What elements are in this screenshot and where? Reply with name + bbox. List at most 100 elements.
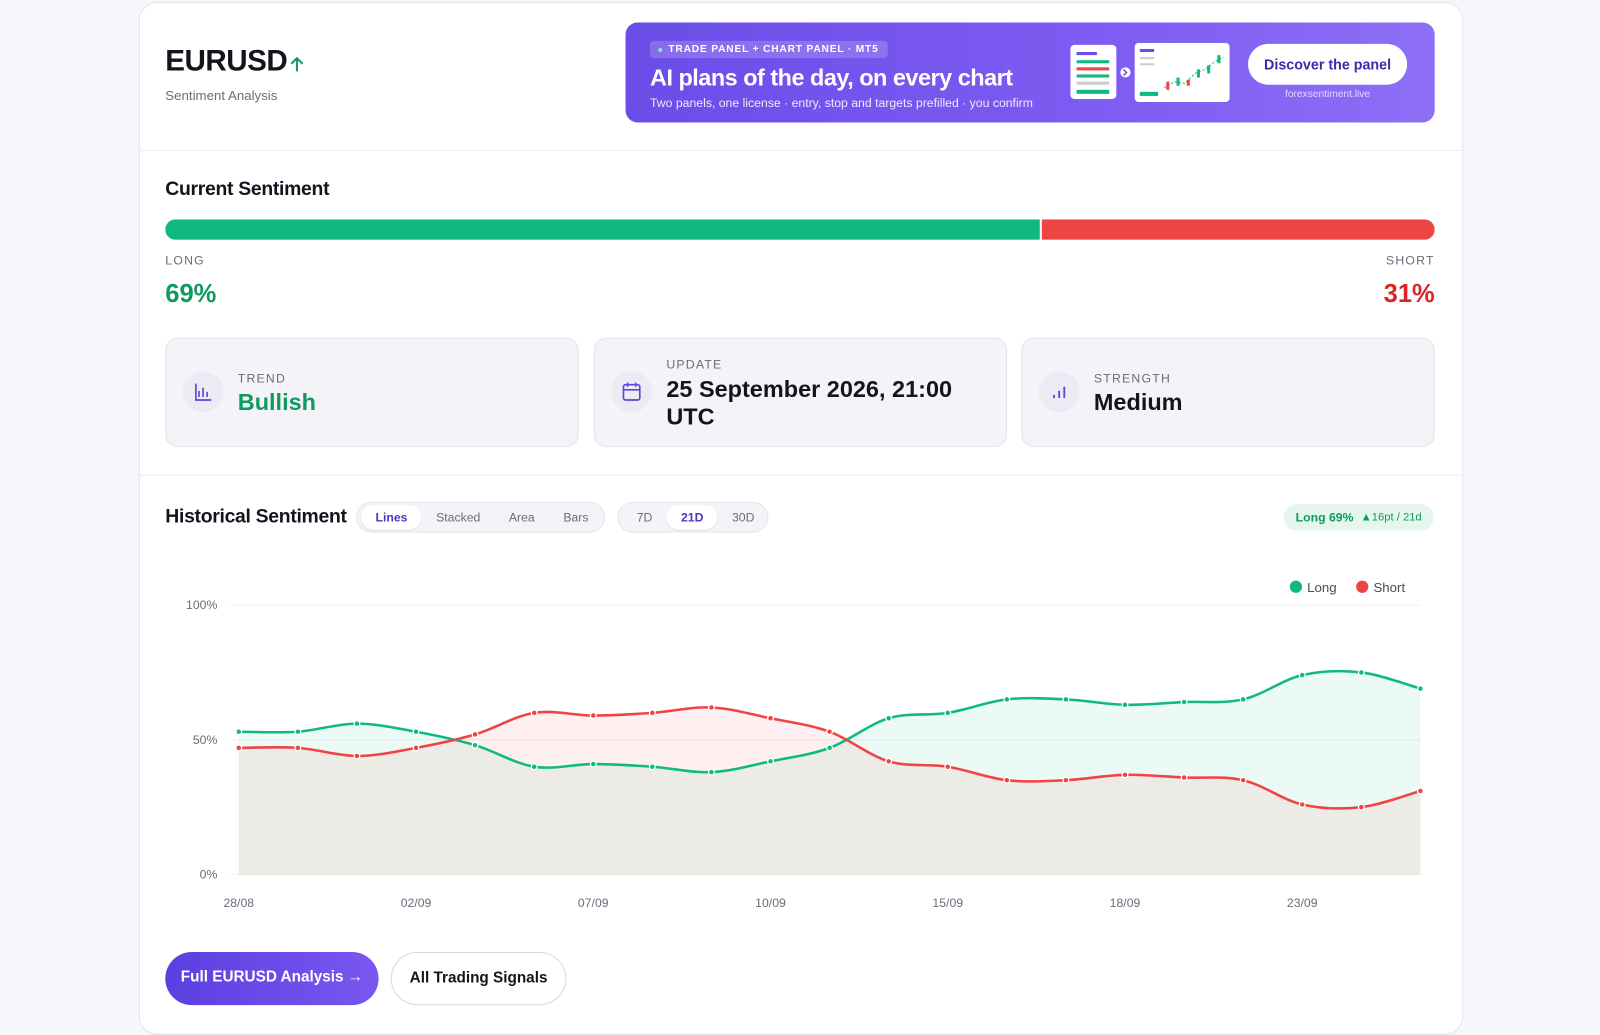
banner-tag: TRADE PANEL + CHART PANEL · MT5 xyxy=(649,40,888,59)
data-point xyxy=(1357,668,1365,676)
x-tick-label: 18/09 xyxy=(1110,896,1141,910)
divider xyxy=(139,149,1462,152)
range-tab[interactable]: 7D xyxy=(636,510,653,525)
range-switch: 7D 21D 30D xyxy=(617,502,769,533)
data-point xyxy=(648,709,656,717)
data-point xyxy=(412,744,420,752)
divider xyxy=(139,474,1462,476)
data-point xyxy=(767,714,774,722)
promo-banner[interactable]: TRADE PANEL + CHART PANEL · MT5 AI plans… xyxy=(625,22,1435,123)
sentiment-bar xyxy=(165,219,1435,240)
data-point xyxy=(294,728,302,736)
data-point xyxy=(707,703,715,711)
y-tick-label: 50% xyxy=(193,733,218,747)
series-area xyxy=(238,707,1421,875)
strength-value: Medium xyxy=(1093,388,1183,416)
data-point xyxy=(1003,695,1011,703)
view-tab[interactable]: Bars xyxy=(563,510,589,525)
badge-main: Long 69% xyxy=(1295,510,1354,525)
symbol: EURUSD xyxy=(165,44,288,78)
strength-card: STRENGTH Medium xyxy=(1021,337,1435,447)
view-tab[interactable]: Lines xyxy=(361,505,422,530)
banner-title: AI plans of the day, on every chart xyxy=(649,64,1013,91)
strength-icon xyxy=(1038,371,1080,413)
badge-change: ▲16pt / 21d xyxy=(1360,511,1422,524)
data-point xyxy=(1357,803,1365,811)
data-point xyxy=(826,744,834,752)
long-label: LONG xyxy=(165,253,205,268)
data-point xyxy=(1239,695,1247,703)
data-point xyxy=(294,744,302,752)
view-tab[interactable]: Area xyxy=(508,510,535,525)
data-point xyxy=(1180,774,1188,781)
data-point xyxy=(885,757,893,765)
data-point xyxy=(1121,701,1129,709)
data-point xyxy=(1003,776,1011,784)
x-tick-label: 23/09 xyxy=(1287,896,1318,910)
x-tick-label: 02/09 xyxy=(401,896,432,910)
update-label: UPDATE xyxy=(666,357,723,372)
data-point xyxy=(471,730,479,738)
data-point xyxy=(1416,787,1424,795)
range-tab[interactable]: 21D xyxy=(666,505,718,530)
subtitle: Sentiment Analysis xyxy=(165,87,278,104)
data-point xyxy=(707,768,715,776)
legend-label: Long xyxy=(1307,580,1336,595)
history-title: Historical Sentiment xyxy=(165,506,347,528)
x-tick-label: 28/08 xyxy=(223,896,254,910)
legend-swatch xyxy=(1356,580,1369,593)
data-point xyxy=(589,712,597,720)
data-point xyxy=(589,760,597,768)
banner-site: forexsentiment.live xyxy=(1285,88,1371,100)
y-tick-label: 0% xyxy=(200,868,218,882)
data-point xyxy=(944,763,952,771)
data-point xyxy=(530,709,538,717)
trend-value: Bullish xyxy=(237,388,316,416)
history-chart: 0% 50% 100% 28/08 02/09 07/09 10/09 15/09 18/09 2… xyxy=(186,580,1424,910)
update-card: UPDATE 25 September 2026, 21:00 UTC xyxy=(593,337,1008,447)
section-title: Current Sentiment xyxy=(165,178,330,200)
legend-label: Short xyxy=(1373,580,1405,595)
data-point xyxy=(767,757,774,765)
short-label: SHORT xyxy=(1385,253,1435,268)
data-point xyxy=(1121,771,1129,779)
data-point xyxy=(826,728,834,736)
signals-button[interactable]: All Trading Signals xyxy=(390,952,567,1006)
view-switch: Lines Stacked Area Bars xyxy=(356,502,606,533)
legend-swatch xyxy=(1289,580,1303,593)
data-point xyxy=(353,720,361,728)
data-point xyxy=(1298,800,1306,808)
data-point xyxy=(944,709,952,717)
summary-badge: Long 69% ▲16pt / 21d xyxy=(1283,504,1434,531)
banner-text: Two panels, one license · entry, stop an… xyxy=(649,95,1033,111)
data-point xyxy=(1416,685,1424,693)
data-point xyxy=(885,714,893,722)
view-tab[interactable]: Stacked xyxy=(436,510,481,525)
data-point xyxy=(1062,695,1070,703)
series-area xyxy=(238,671,1421,875)
analysis-button[interactable]: Full EURUSD Analysis → xyxy=(165,952,379,1006)
x-tick-label: 07/09 xyxy=(578,896,609,910)
data-point xyxy=(1180,698,1188,706)
calendar-icon xyxy=(611,371,653,413)
data-point xyxy=(1298,671,1306,679)
long-value: 69% xyxy=(165,279,217,309)
x-tick-label: 10/09 xyxy=(755,896,786,910)
data-point xyxy=(530,763,538,771)
data-point xyxy=(235,744,243,752)
data-point xyxy=(353,752,361,760)
strength-label: STRENGTH xyxy=(1093,371,1172,386)
banner-illustration xyxy=(1070,42,1230,103)
data-point xyxy=(471,741,479,749)
up-arrow-icon xyxy=(290,56,304,72)
trend-icon xyxy=(182,371,224,413)
page: EURUSD Sentiment Analysis TRADE PANEL + … xyxy=(138,2,1464,1035)
range-tab[interactable]: 30D xyxy=(731,510,755,525)
data-point xyxy=(412,728,420,736)
short-value: 31% xyxy=(1383,279,1435,309)
data-point xyxy=(235,728,243,736)
sentiment-segment xyxy=(1041,219,1435,240)
banner-button[interactable]: Discover the panel xyxy=(1247,43,1408,85)
trend-card: TREND Bullish xyxy=(165,337,579,447)
trend-label: TREND xyxy=(237,371,287,386)
